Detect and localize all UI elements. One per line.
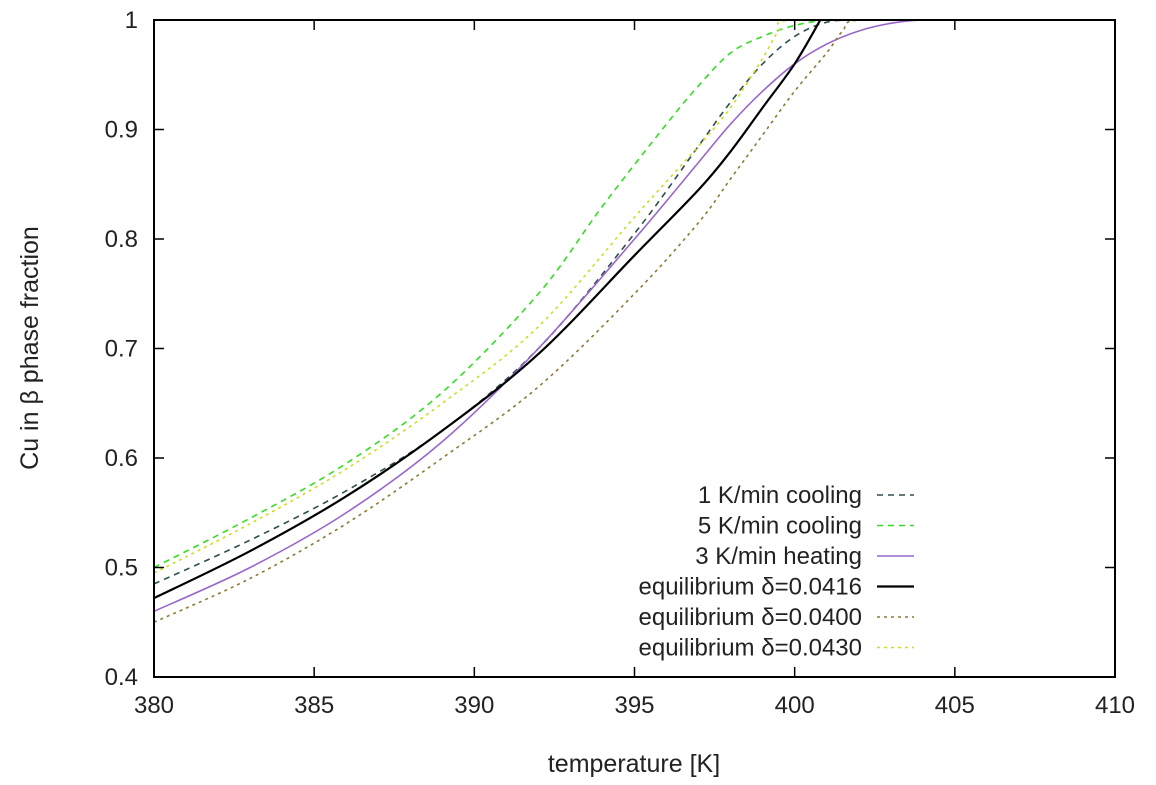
legend: 1 K/min cooling 5 K/min cooling 3 K/min he…	[639, 482, 914, 662]
series-line-5	[154, 20, 1115, 623]
x-tick-label: 400	[775, 692, 815, 719]
y-tick-label: 0.4	[105, 664, 138, 691]
y-axis-label: Cu in β phase fraction	[16, 226, 44, 470]
legend-entry-label: 5 K/min cooling	[698, 513, 862, 540]
legend-entry-label: 3 K/min heating	[695, 543, 862, 570]
y-tick-label: 0.5	[105, 555, 138, 582]
x-tick-label: 380	[134, 692, 174, 719]
legend-entry-label: 1 K/min cooling	[698, 482, 862, 509]
legend-entry-label: equilibrium δ=0.0400	[639, 604, 863, 631]
y-tick-label: 1	[125, 7, 138, 34]
x-tick-label: 385	[294, 692, 334, 719]
legend-entry-label: equilibrium δ=0.0416	[639, 574, 863, 601]
x-tick-label: 405	[935, 692, 975, 719]
x-tick-label: 390	[454, 692, 494, 719]
x-axis-label: temperature [K]	[548, 750, 720, 778]
series-line-4	[154, 20, 822, 600]
y-tick-label: 0.7	[105, 336, 138, 363]
legend-entry-label: equilibrium δ=0.0430	[639, 635, 863, 662]
y-tick-label: 0.6	[105, 445, 138, 472]
y-tick-label: 0.8	[105, 226, 138, 253]
series-line-6	[154, 20, 1115, 574]
ticks-layer: 380 385 390 395 400 405 410 0.4 0.5 0.6 0.7 0.8 0.9 1	[105, 7, 1135, 719]
series-line-2	[154, 20, 1115, 569]
x-tick-label: 410	[1095, 692, 1135, 719]
x-tick-label: 395	[614, 692, 654, 719]
y-tick-label: 0.9	[105, 117, 138, 144]
